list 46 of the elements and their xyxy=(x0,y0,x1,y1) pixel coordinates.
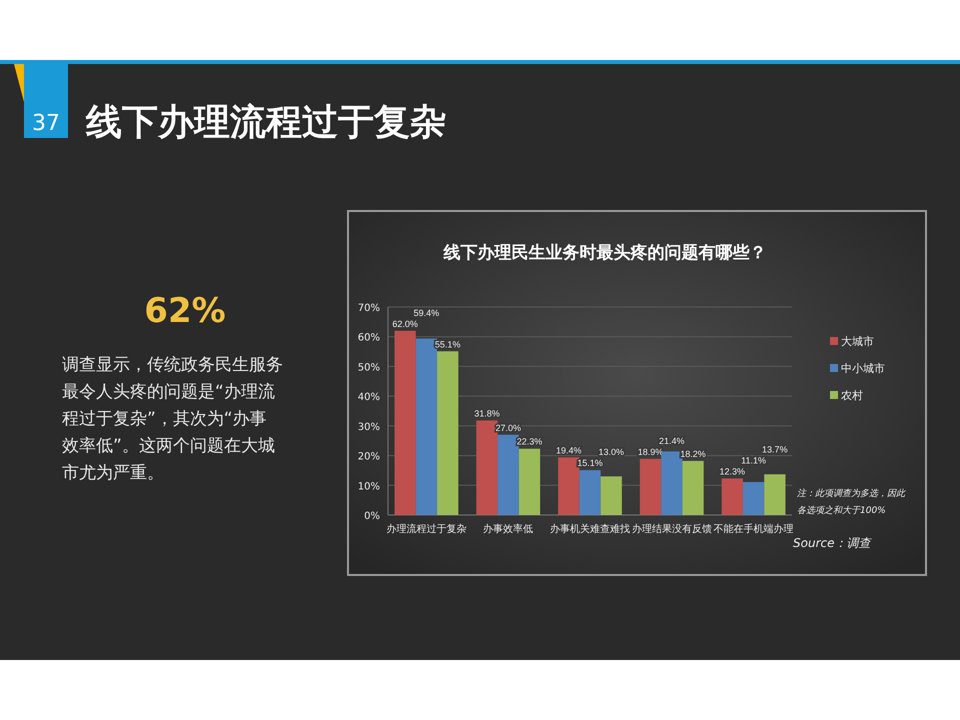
text: 62% xyxy=(144,291,226,331)
text: 59.4% xyxy=(414,308,440,318)
text: 19.4% xyxy=(556,445,582,456)
y-tick-label: 0% xyxy=(364,511,380,522)
bar xyxy=(640,458,662,515)
y-tick-label: 50% xyxy=(358,362,380,374)
bar xyxy=(579,470,601,515)
text: 线下办理流程过于复杂 xyxy=(85,102,446,143)
x-tick-label: 不能在手机端办理 xyxy=(714,523,794,535)
x-tick-label: 办事机关难查难找 xyxy=(550,523,630,535)
y-tick-label: 70% xyxy=(358,303,380,314)
text: 62.0% xyxy=(392,318,418,329)
bar xyxy=(558,457,580,515)
text: 13.0% xyxy=(598,447,624,458)
bar xyxy=(764,474,786,515)
bar xyxy=(661,451,682,515)
x-tick-label: 办理流程过于复杂 xyxy=(386,523,466,535)
bar xyxy=(518,448,540,515)
text: 11.1% xyxy=(741,455,766,466)
text: 37 xyxy=(32,111,60,136)
bar xyxy=(394,330,416,515)
text: 13.7% xyxy=(762,444,788,454)
text: 31.8% xyxy=(474,408,500,419)
text: 21.4% xyxy=(659,436,685,446)
x-tick-label: 办事效率低 xyxy=(483,523,534,535)
y-tick-label: 30% xyxy=(358,422,380,433)
y-tick-label: 40% xyxy=(358,392,380,404)
bar xyxy=(476,420,498,515)
legend-label: 农村 xyxy=(841,389,863,402)
text: 注：此项调查为多选，因此各选项之和大于100% xyxy=(797,488,906,516)
bar xyxy=(600,476,622,515)
chart-title: 线下办理民生业务时最头疼的问题有哪些？ xyxy=(442,243,766,263)
y-tick-label: 20% xyxy=(358,452,380,463)
text: 12.3% xyxy=(720,466,746,476)
x-tick-label: 办理结果没有反馈 xyxy=(632,523,712,535)
legend-label: 中小城市 xyxy=(841,362,885,375)
source-note: Source：调查 xyxy=(793,536,872,550)
y-tick-label: 10% xyxy=(358,481,380,492)
bar xyxy=(498,434,519,515)
y-tick-label: 60% xyxy=(358,332,380,344)
legend-label: 大城市 xyxy=(841,335,874,348)
bar xyxy=(682,460,704,515)
bar xyxy=(722,478,743,515)
text: 调查显示，传统政务民生服务最令人头疼的问题是“办理流程过于复杂”，其次为“办事效率低”。这两个问题在大城市尤为严重。 xyxy=(62,355,283,483)
bar xyxy=(742,482,764,515)
bar xyxy=(437,351,458,515)
